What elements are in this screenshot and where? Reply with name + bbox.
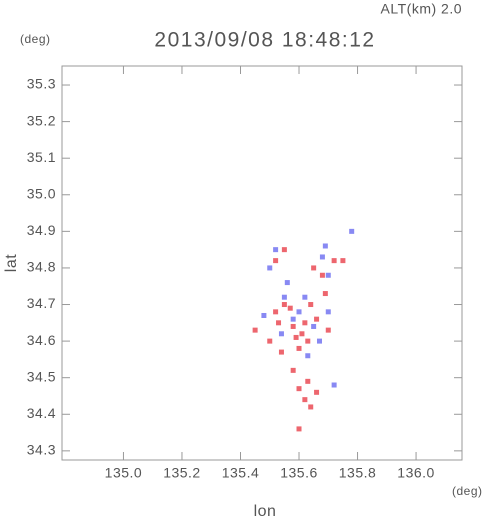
data-point xyxy=(302,320,308,326)
chart-title: 2013/09/08 18:48:12 xyxy=(154,29,375,52)
data-point xyxy=(299,331,305,337)
data-point xyxy=(308,302,314,308)
x-tick-label: 135.8 xyxy=(339,465,377,481)
data-point xyxy=(296,426,302,432)
data-point xyxy=(293,334,299,340)
y-unit: (deg) xyxy=(20,32,51,46)
data-point xyxy=(273,247,279,253)
data-point xyxy=(278,349,284,355)
data-point xyxy=(281,294,287,300)
y-tick-label: 34.4 xyxy=(27,405,56,421)
x-tick-label: 135.4 xyxy=(222,465,260,481)
data-point xyxy=(287,305,293,311)
data-point xyxy=(325,309,331,315)
data-point xyxy=(281,302,287,308)
data-point xyxy=(314,389,320,395)
data-point xyxy=(325,272,331,278)
y-tick-label: 35.1 xyxy=(27,149,56,165)
data-point xyxy=(302,294,308,300)
data-point xyxy=(325,327,331,333)
data-point xyxy=(305,378,311,384)
y-tick-label: 34.5 xyxy=(27,368,56,384)
data-point xyxy=(252,327,258,333)
y-tick-label: 34.8 xyxy=(27,259,56,275)
y-tick-label: 34.7 xyxy=(27,295,56,311)
data-point xyxy=(290,316,296,322)
x-tick-label: 135.0 xyxy=(105,465,143,481)
x-unit: (deg) xyxy=(452,484,483,498)
data-point xyxy=(284,280,290,286)
x-axis-label: lon xyxy=(254,503,277,520)
data-point xyxy=(322,243,328,249)
data-point xyxy=(305,338,311,344)
x-tick-label: 135.2 xyxy=(163,465,201,481)
data-point xyxy=(305,353,311,359)
y-tick-label: 34.6 xyxy=(27,332,56,348)
data-point xyxy=(296,345,302,351)
y-tick-label: 34.3 xyxy=(27,442,56,458)
data-point xyxy=(302,397,308,403)
data-point xyxy=(296,309,302,315)
y-tick-label: 35.3 xyxy=(27,76,56,92)
data-point xyxy=(278,331,284,337)
data-point xyxy=(261,312,267,318)
data-point xyxy=(281,247,287,253)
data-point xyxy=(349,228,355,234)
data-point xyxy=(267,265,273,271)
x-tick-label: 135.6 xyxy=(280,465,318,481)
y-tick-label: 35.0 xyxy=(27,185,56,201)
data-point xyxy=(340,258,346,264)
data-point xyxy=(322,291,328,297)
data-point xyxy=(311,265,317,271)
data-point xyxy=(296,386,302,392)
y-tick-label: 35.2 xyxy=(27,112,56,128)
data-point xyxy=(316,338,322,344)
data-point xyxy=(319,254,325,260)
data-point xyxy=(308,404,314,410)
data-point xyxy=(273,309,279,315)
y-tick-label: 34.9 xyxy=(27,222,56,238)
data-point xyxy=(273,258,279,264)
x-tick-label: 136.0 xyxy=(397,465,435,481)
data-point xyxy=(290,323,296,329)
data-point xyxy=(331,382,337,388)
data-point xyxy=(290,367,296,373)
data-point xyxy=(319,272,325,278)
plot-frame xyxy=(61,65,463,461)
altitude-label: ALT(km) 2.0 xyxy=(381,1,462,17)
data-point xyxy=(314,316,320,322)
data-point xyxy=(331,258,337,264)
data-point xyxy=(276,320,282,326)
y-axis-label: lat xyxy=(3,254,20,272)
data-point xyxy=(267,338,273,344)
data-point xyxy=(311,323,317,329)
